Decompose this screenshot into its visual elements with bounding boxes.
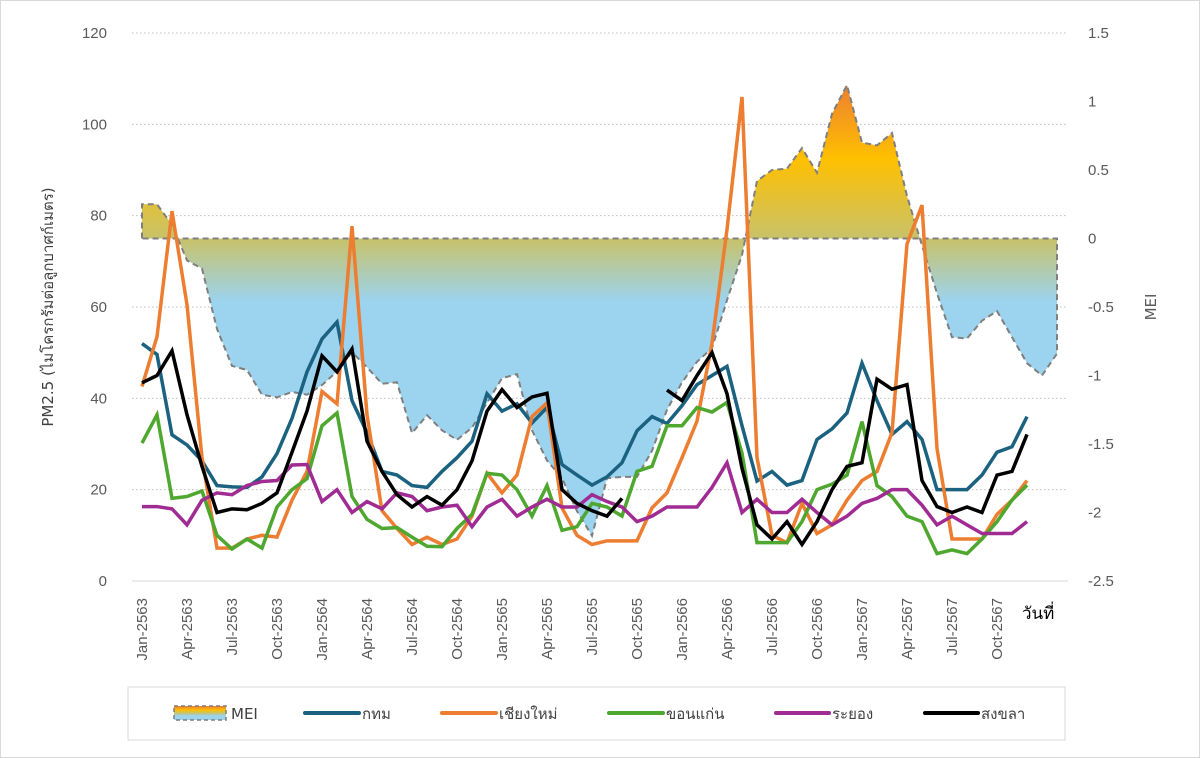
series-line xyxy=(140,318,1029,492)
x-tick-label: Jul-2566 xyxy=(764,598,781,656)
legend-item-bangkok[interactable]: กทม xyxy=(303,705,391,723)
x-tick-label: Apr-2564 xyxy=(359,598,376,660)
x-tick-label: Oct-2566 xyxy=(809,598,826,660)
y-tick-label: 80 xyxy=(90,208,107,225)
x-tick-label: Jul-2567 xyxy=(944,598,961,656)
y2-tick-label: -1 xyxy=(1088,368,1101,385)
series-line xyxy=(140,399,1029,556)
y2-tick-label: -2 xyxy=(1088,505,1101,522)
x-tick-label: Apr-2563 xyxy=(179,598,196,660)
x-tick-label: Apr-2567 xyxy=(899,598,916,660)
x-tick-label: Jan-2564 xyxy=(314,598,331,661)
x-tick-label: Jul-2564 xyxy=(404,598,421,656)
y-axis-right-ticks: -2.5 -2 -1.5 -1 -0.5 0 0.5 1 1.5 xyxy=(1088,25,1114,590)
legend-item-khonkaen[interactable]: ขอนแก่น xyxy=(607,705,725,723)
series-line xyxy=(141,344,1029,548)
x-axis-ticks: Jan-2563 Apr-2563 Jul-2563 Oct-2563 Jan-2564… xyxy=(134,598,1006,661)
legend-label-khonkaen: ขอนแก่น xyxy=(666,705,725,723)
legend-label-bangkok: กทม xyxy=(362,705,391,723)
y2-axis-title: MEI xyxy=(1142,294,1160,321)
y-axis-left-ticks: 0 20 40 60 80 100 120 xyxy=(82,25,107,590)
legend-label-rayong: ระยอง xyxy=(832,705,873,723)
x-tick-label: Apr-2566 xyxy=(719,598,736,660)
y-tick-label: 0 xyxy=(99,573,107,590)
x-tick-label: Jan-2565 xyxy=(494,598,511,661)
legend: MEI กทม เชียงใหม่ ขอนแก่น ระยอง สงขลา xyxy=(127,686,1066,741)
legend-swatch-mei xyxy=(173,705,227,721)
series-3 xyxy=(142,458,1029,536)
y2-tick-label: 1.5 xyxy=(1088,25,1109,42)
x-tick-label: Jan-2566 xyxy=(674,598,691,661)
legend-box xyxy=(127,686,1066,741)
gridlines xyxy=(132,32,1068,582)
series-lines-layer xyxy=(140,96,1029,556)
x-tick-label: Oct-2563 xyxy=(269,598,286,660)
x-axis-title: วันที่ xyxy=(1022,601,1054,624)
series-line xyxy=(140,96,1029,550)
series-0 xyxy=(140,318,1029,492)
legend-item-rayong[interactable]: ระยอง xyxy=(774,705,873,723)
series-1 xyxy=(140,96,1029,550)
x-tick-label: Jan-2563 xyxy=(134,598,151,661)
y2-tick-label: -0.5 xyxy=(1088,299,1114,316)
legend-item-mei[interactable]: MEI xyxy=(173,705,258,723)
x-tick-label: Oct-2567 xyxy=(989,598,1006,660)
legend-label-mei: MEI xyxy=(231,705,258,723)
series-line xyxy=(142,458,1029,536)
y-tick-label: 100 xyxy=(82,116,107,133)
x-tick-label: Jan-2567 xyxy=(854,598,871,661)
y2-tick-label: 0 xyxy=(1088,231,1096,248)
y-tick-label: 40 xyxy=(90,390,107,407)
x-tick-label: Oct-2565 xyxy=(629,598,646,660)
legend-label-chiangmai: เชียงใหม่ xyxy=(499,705,558,723)
y2-tick-label: 0.5 xyxy=(1088,162,1109,179)
y-axis-title: PM2.5 (ไมโครกรัมต่อลูกบาศก์เมตร) xyxy=(39,187,57,426)
y-tick-label: 120 xyxy=(82,25,107,42)
y2-tick-label: -2.5 xyxy=(1088,573,1114,590)
y-tick-label: 20 xyxy=(90,482,107,499)
y2-tick-label: -1.5 xyxy=(1088,436,1114,453)
x-tick-label: Jul-2563 xyxy=(224,598,241,656)
series-2 xyxy=(140,399,1029,556)
y-tick-label: 60 xyxy=(90,299,107,316)
legend-item-chiangmai[interactable]: เชียงใหม่ xyxy=(440,705,558,723)
x-tick-label: Apr-2565 xyxy=(539,598,556,660)
series-4 xyxy=(141,344,1029,548)
legend-label-songkhla: สงขลา xyxy=(981,705,1025,723)
x-tick-label: Oct-2564 xyxy=(449,598,466,660)
x-tick-label: Jul-2565 xyxy=(584,598,601,656)
legend-item-songkhla[interactable]: สงขลา xyxy=(923,705,1025,723)
y2-tick-label: 1 xyxy=(1088,94,1096,111)
